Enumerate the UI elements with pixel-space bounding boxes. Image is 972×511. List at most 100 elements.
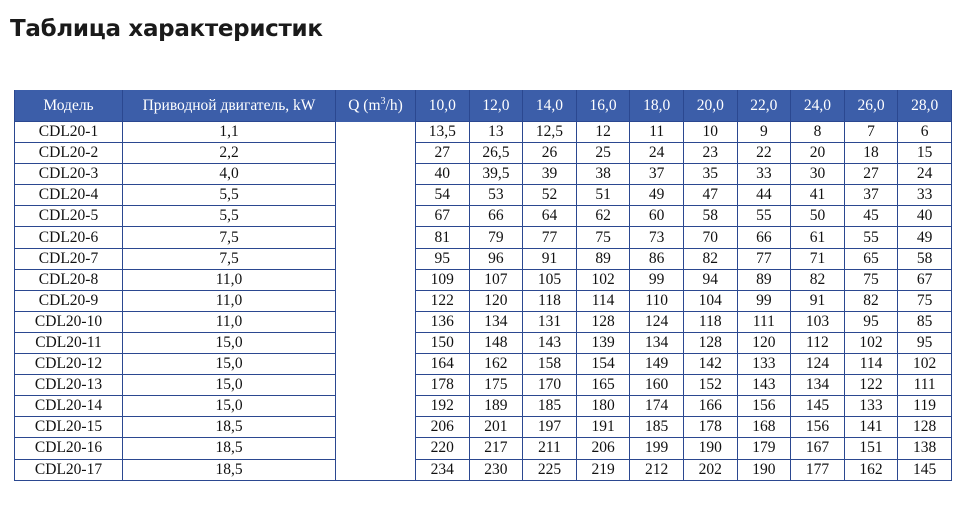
- head-value-cell: 156: [736, 395, 792, 418]
- motor-cell: 18,5: [122, 437, 336, 460]
- head-value-cell: 67: [897, 268, 952, 291]
- head-value-cell: 118: [682, 310, 738, 333]
- head-value-cell: 73: [629, 226, 684, 249]
- head-value-cell: 151: [843, 437, 899, 460]
- head-value-cell: 143: [736, 374, 792, 397]
- head-value-cell: 128: [575, 310, 631, 333]
- head-value-cell: 49: [629, 184, 684, 207]
- model-cell: CDL20-1: [14, 120, 123, 144]
- head-value-cell: 12: [575, 120, 631, 144]
- head-value-cell: 77: [736, 247, 792, 270]
- head-value-cell: 122: [415, 289, 470, 312]
- head-value-cell: 91: [522, 247, 577, 270]
- head-value-cell: 225: [522, 458, 577, 481]
- head-value-cell: 102: [575, 268, 631, 291]
- table-row: CDL20-9 11,0 122 120 118 114 110 104 99 91 82 75: [14, 289, 952, 312]
- head-value-cell: 65: [843, 247, 899, 270]
- head-value-cell: 199: [629, 437, 684, 460]
- head-value-cell: 39,5: [468, 163, 524, 186]
- q-blank-cell: [335, 142, 416, 164]
- head-value-cell: 61: [790, 226, 845, 249]
- head-value-cell: 156: [790, 416, 845, 439]
- head-value-cell: 168: [736, 416, 792, 439]
- head-value-cell: 166: [682, 395, 738, 418]
- head-value-cell: 102: [897, 353, 952, 376]
- q-prefix: Q (m: [348, 97, 381, 115]
- table-row: CDL20-13 15,0 178 175 170 165 160 152 143 134 122 1…: [14, 374, 952, 397]
- head-value-cell: 219: [575, 458, 631, 481]
- head-value-cell: 212: [629, 458, 684, 481]
- head-value-cell: 133: [843, 395, 899, 418]
- head-value-cell: 143: [522, 331, 577, 355]
- head-value-cell: 104: [682, 289, 738, 312]
- model-cell: CDL20-8: [14, 268, 123, 291]
- head-value-cell: 107: [468, 268, 524, 291]
- header-flow-3: 16,0: [575, 90, 631, 122]
- table-row: CDL20-14 15,0 192 189 185 180 174 166 156 145 133 1…: [14, 395, 952, 418]
- head-value-cell: 136: [415, 310, 470, 333]
- head-value-cell: 95: [415, 247, 470, 270]
- head-value-cell: 8: [790, 120, 845, 144]
- head-value-cell: 180: [575, 395, 631, 418]
- head-value-cell: 128: [897, 416, 952, 439]
- head-value-cell: 138: [897, 437, 952, 460]
- model-cell: CDL20-14: [14, 395, 123, 418]
- motor-cell: 15,0: [122, 353, 336, 376]
- head-value-cell: 18: [843, 142, 899, 165]
- table-row: CDL20-15 18,5 206 201 197 191 185 178 168 156 141 1…: [14, 416, 952, 439]
- head-value-cell: 86: [629, 247, 684, 270]
- head-value-cell: 177: [790, 458, 845, 481]
- head-value-cell: 10: [682, 120, 738, 144]
- head-value-cell: 75: [843, 268, 899, 291]
- header-flow-4: 18,0: [629, 90, 684, 122]
- q-blank-cell: [335, 437, 416, 459]
- head-value-cell: 55: [736, 205, 792, 228]
- header-flow-q: Q (m3/h): [335, 90, 416, 122]
- head-value-cell: 178: [682, 416, 738, 439]
- header-flow-2: 14,0: [522, 90, 577, 122]
- head-value-cell: 37: [629, 163, 684, 186]
- header-flow-9: 28,0: [897, 90, 952, 122]
- motor-cell: 1,1: [122, 120, 336, 144]
- model-cell: CDL20-16: [14, 437, 123, 460]
- head-value-cell: 75: [897, 289, 952, 312]
- head-value-cell: 124: [790, 353, 845, 376]
- table-row: CDL20-17 18,5 234 230 225 219 212 202 190 177 162 1…: [14, 458, 952, 481]
- head-value-cell: 82: [790, 268, 845, 291]
- header-flow-8: 26,0: [843, 90, 899, 122]
- head-value-cell: 89: [736, 268, 792, 291]
- motor-cell: 11,0: [122, 310, 336, 333]
- header-flow-6: 22,0: [736, 90, 792, 122]
- table-row: CDL20-4 5,5 54 53 52 51 49 47 44 41 37 33: [14, 184, 952, 207]
- head-value-cell: 220: [415, 437, 470, 460]
- head-value-cell: 75: [575, 226, 631, 249]
- motor-cell: 5,5: [122, 205, 336, 228]
- head-value-cell: 217: [468, 437, 524, 460]
- head-value-cell: 22: [736, 142, 792, 165]
- head-value-cell: 58: [897, 247, 952, 270]
- q-blank-cell: [335, 184, 416, 206]
- head-value-cell: 190: [736, 458, 792, 481]
- head-value-cell: 110: [629, 289, 684, 312]
- head-value-cell: 122: [843, 374, 899, 397]
- motor-cell: 11,0: [122, 289, 336, 312]
- head-value-cell: 150: [415, 331, 470, 355]
- head-value-cell: 230: [468, 458, 524, 481]
- head-value-cell: 66: [468, 205, 524, 228]
- head-value-cell: 79: [468, 226, 524, 249]
- head-value-cell: 191: [575, 416, 631, 439]
- model-cell: CDL20-10: [14, 310, 123, 333]
- head-value-cell: 81: [415, 226, 470, 249]
- table-row: CDL20-6 7,5 81 79 77 75 73 70 66 61 55 49: [14, 226, 952, 249]
- motor-cell: 15,0: [122, 395, 336, 418]
- head-value-cell: 162: [468, 353, 524, 376]
- head-value-cell: 112: [790, 331, 845, 355]
- model-cell: CDL20-13: [14, 374, 123, 397]
- head-value-cell: 13,5: [415, 120, 470, 144]
- head-value-cell: 179: [736, 437, 792, 460]
- head-value-cell: 38: [575, 163, 631, 186]
- head-value-cell: 167: [790, 437, 845, 460]
- head-value-cell: 35: [682, 163, 738, 186]
- head-value-cell: 154: [575, 353, 631, 376]
- head-value-cell: 133: [736, 353, 792, 376]
